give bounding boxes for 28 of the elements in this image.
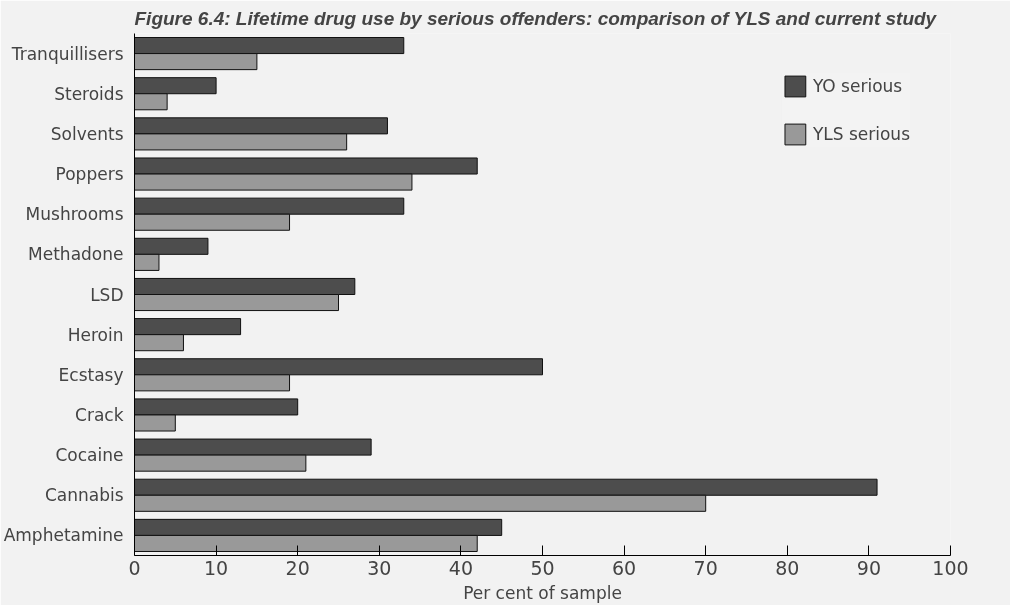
x-tick-label: 60 — [612, 556, 637, 579]
x-tick-label: 90 — [856, 556, 881, 579]
x-axis-title: Per cent of sample — [463, 582, 622, 603]
x-tick-label: 30 — [367, 556, 392, 579]
x-tick-label: 80 — [775, 556, 800, 579]
legend-label: YLS serious — [812, 124, 910, 144]
y-tick-label: Amphetamine — [3, 525, 124, 546]
x-tick-label: 0 — [128, 556, 141, 579]
y-tick-label: Solvents — [50, 123, 124, 144]
x-tick-label: 20 — [285, 556, 310, 579]
x-tick-label: 100 — [932, 556, 969, 579]
y-tick-label: Poppers — [55, 164, 124, 185]
y-tick-label: LSD — [90, 284, 124, 305]
y-tick-label: Cocaine — [55, 445, 124, 466]
y-tick-label: Tranquillisers — [10, 43, 124, 64]
y-tick-label: Steroids — [54, 83, 124, 104]
chart-title: Figure 6.4: Lifetime drug use by serious offenders: comparison of YLS and current study — [134, 7, 938, 29]
x-tick-label: 40 — [448, 556, 473, 579]
legend-label: YO serious — [812, 76, 903, 96]
x-tick-label: 50 — [530, 556, 555, 579]
y-tick-label: Heroin — [67, 324, 124, 345]
x-tick-label: 70 — [693, 556, 718, 579]
y-tick-label: Crack — [75, 404, 124, 425]
y-tick-label: Ecstasy — [58, 364, 124, 385]
y-tick-label: Mushrooms — [25, 204, 124, 225]
x-tick-label: 10 — [204, 556, 229, 579]
y-tick-label: Methadone — [28, 244, 124, 265]
y-tick-label: Cannabis — [44, 485, 124, 506]
